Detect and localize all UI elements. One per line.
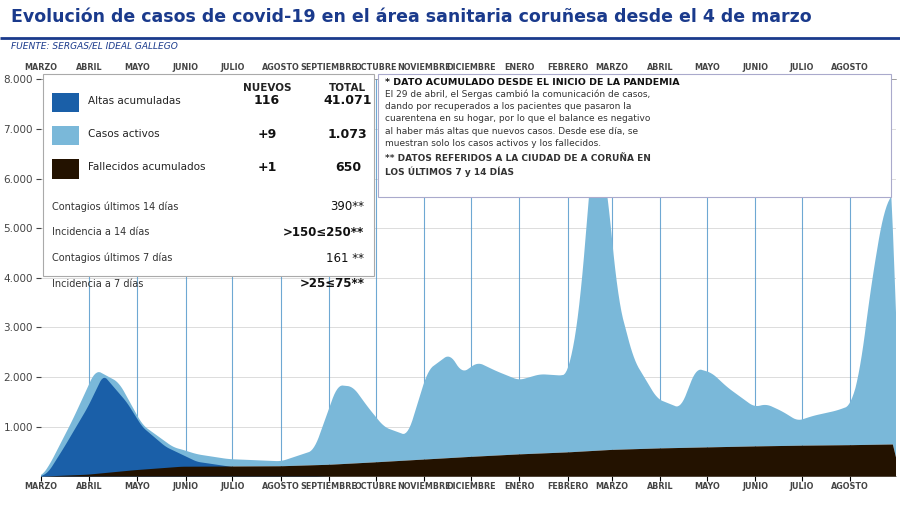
- Text: FUENTE: SERGAS/EL IDEAL GALLEGO: FUENTE: SERGAS/EL IDEAL GALLEGO: [11, 42, 177, 51]
- Text: Evolución de casos de covid-19 en el área sanitaria coruñesa desde el 4 de marzo: Evolución de casos de covid-19 en el áre…: [11, 8, 812, 26]
- Text: >25≤75**: >25≤75**: [300, 277, 364, 290]
- Text: Incidencia a 14 días: Incidencia a 14 días: [52, 227, 149, 238]
- Text: * DATO ACUMULADO DESDE EL INICIO DE LA PANDEMIA: * DATO ACUMULADO DESDE EL INICIO DE LA P…: [385, 78, 680, 88]
- Text: +9: +9: [257, 127, 276, 141]
- Text: 41.071: 41.071: [324, 94, 372, 108]
- Text: Altas acumuladas: Altas acumuladas: [88, 96, 181, 106]
- Text: ** DATOS REFERIDOS A LA CIUDAD DE A CORUÑA EN
LOS ÚLTIMOS 7 y 14 DÍAS: ** DATOS REFERIDOS A LA CIUDAD DE A CORU…: [385, 154, 651, 177]
- Text: NUEVOS: NUEVOS: [243, 83, 291, 94]
- Text: Casos activos: Casos activos: [88, 129, 160, 139]
- Text: TOTAL: TOTAL: [329, 83, 366, 94]
- Text: El 29 de abril, el Sergas cambió la comunicación de casos,
dando por recuperados: El 29 de abril, el Sergas cambió la comu…: [385, 90, 651, 147]
- Text: 650: 650: [335, 161, 361, 174]
- Text: >150≤250**: >150≤250**: [284, 226, 364, 239]
- Text: +1: +1: [257, 161, 276, 174]
- Text: Fallecidos acumulados: Fallecidos acumulados: [88, 162, 206, 173]
- Text: Contagios últimos 7 días: Contagios últimos 7 días: [52, 253, 173, 263]
- Text: 1.073: 1.073: [328, 127, 368, 141]
- Text: 390**: 390**: [330, 200, 365, 214]
- Text: Contagios últimos 14 días: Contagios últimos 14 días: [52, 202, 178, 212]
- Text: 161 **: 161 **: [327, 251, 364, 265]
- Text: Incidencia a 7 días: Incidencia a 7 días: [52, 279, 144, 289]
- Text: 116: 116: [254, 94, 280, 108]
